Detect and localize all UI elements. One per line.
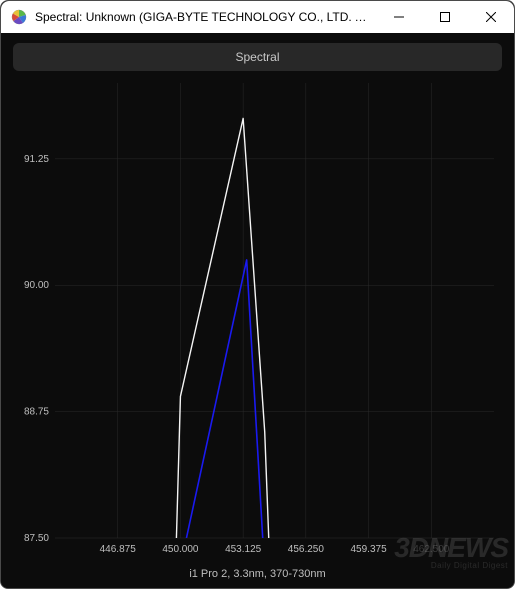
- svg-text:87.50: 87.50: [24, 533, 49, 544]
- svg-text:453.125: 453.125: [225, 544, 262, 555]
- chart: 87.50 88.75 90.00 91.25 446.875 450.000 453.12…: [13, 75, 502, 566]
- window-title: Spectral: Unknown (GIGA-BYTE TECHNOLOGY …: [35, 10, 376, 24]
- svg-text:91.25: 91.25: [24, 154, 49, 165]
- section-header-label: Spectral: [235, 50, 279, 64]
- titlebar[interactable]: Spectral: Unknown (GIGA-BYTE TECHNOLOGY …: [1, 1, 514, 33]
- app-icon: [11, 9, 27, 25]
- section-header-button[interactable]: Spectral: [13, 43, 502, 71]
- svg-text:456.250: 456.250: [288, 544, 325, 555]
- chart-svg: 87.50 88.75 90.00 91.25 446.875 450.000 453.12…: [13, 75, 502, 566]
- window-controls: [376, 1, 514, 33]
- minimize-button[interactable]: [376, 1, 422, 33]
- close-button[interactable]: [468, 1, 514, 33]
- svg-text:446.875: 446.875: [100, 544, 137, 555]
- chart-footer-label: i1 Pro 2, 3.3nm, 370-730nm: [13, 566, 502, 580]
- svg-text:462.500: 462.500: [413, 544, 450, 555]
- content-area: Spectral 87.50 88.75 90.00 91.25 446.875 450.…: [1, 33, 514, 588]
- svg-text:88.75: 88.75: [24, 407, 49, 418]
- app-window: Spectral: Unknown (GIGA-BYTE TECHNOLOGY …: [0, 0, 515, 589]
- svg-text:90.00: 90.00: [24, 280, 49, 291]
- svg-text:450.000: 450.000: [162, 544, 199, 555]
- svg-text:459.375: 459.375: [350, 544, 387, 555]
- maximize-button[interactable]: [422, 1, 468, 33]
